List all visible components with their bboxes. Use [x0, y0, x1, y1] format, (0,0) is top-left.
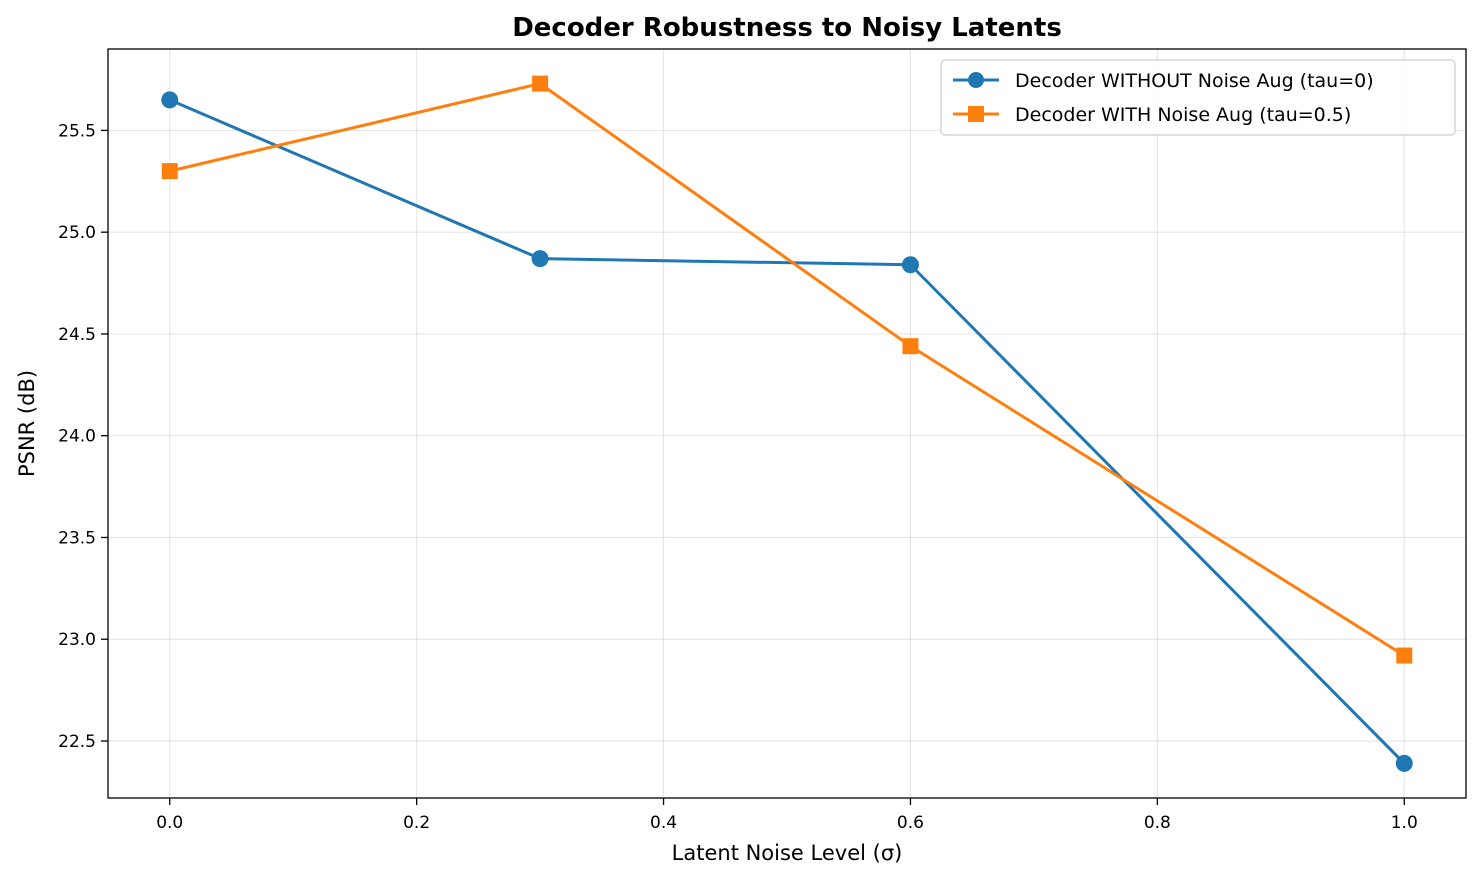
- x-tick-label: 0.6: [897, 813, 924, 833]
- y-tick-label: 24.0: [58, 427, 96, 447]
- series-1-point: [1395, 754, 1413, 772]
- y-tick-label: 24.5: [58, 325, 96, 345]
- legend-label-series-2: Decoder WITH Noise Aug (tau=0.5): [1015, 104, 1351, 126]
- series-line-1: [168, 98, 1406, 765]
- y-tick-label: 25.0: [58, 223, 96, 243]
- legend-label-series-1: Decoder WITHOUT Noise Aug (tau=0): [1015, 70, 1374, 92]
- x-tick-label: 0.8: [1144, 813, 1171, 833]
- axis-ticks: 0.0 0.2 0.4 0.6 0.8 1.0 22.5 23.0 23.5 24.0 24.5 25…: [58, 121, 1418, 833]
- series-2-point: [902, 338, 919, 355]
- x-tick-label: 0.4: [650, 813, 677, 833]
- series-1-point: [901, 256, 919, 274]
- series-line-2: [168, 82, 1406, 658]
- y-tick-label: 23.5: [58, 528, 96, 548]
- plot-series: [161, 75, 1413, 772]
- y-tick-label: 22.5: [58, 732, 96, 752]
- legend-marker-series-2: [968, 106, 984, 122]
- grid-lines: [108, 49, 1466, 798]
- series-1-point: [161, 91, 179, 109]
- series-2-point: [532, 75, 549, 92]
- chart-title: Decoder Robustness to Noisy Latents: [512, 13, 1062, 43]
- series-2-point: [1396, 647, 1413, 664]
- y-tick-label: 25.5: [58, 121, 96, 141]
- series-2-point: [161, 163, 178, 180]
- series-1-point: [531, 250, 549, 268]
- x-tick-label: 0.0: [156, 813, 183, 833]
- x-tick-label: 0.2: [403, 813, 430, 833]
- plot-frame: [107, 48, 1467, 799]
- legend: Decoder WITHOUT Noise Aug (tau=0) Decode…: [940, 59, 1456, 136]
- legend-marker-series-1: [968, 72, 984, 88]
- y-tick-label: 23.0: [58, 630, 96, 650]
- x-axis-label: Latent Noise Level (σ): [672, 841, 903, 865]
- legend-box: [940, 59, 1456, 136]
- x-tick-label: 1.0: [1391, 813, 1418, 833]
- y-axis-label: PSNR (dB): [15, 370, 39, 477]
